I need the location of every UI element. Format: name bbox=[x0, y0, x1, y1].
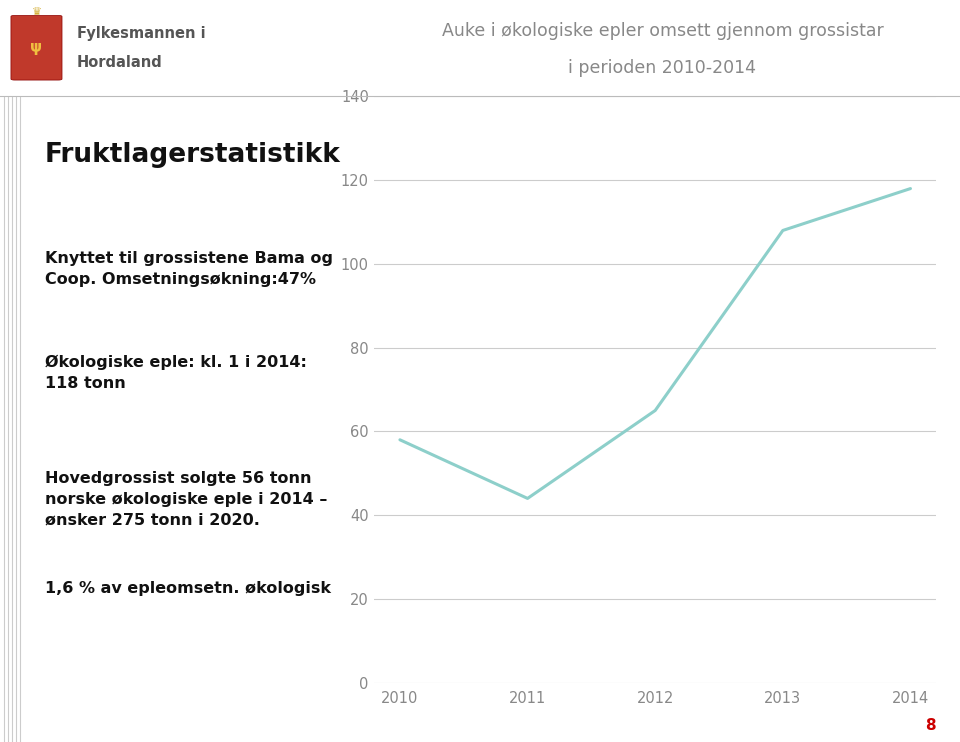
Text: Fruktlagerstatistikk: Fruktlagerstatistikk bbox=[45, 142, 341, 168]
Text: 8: 8 bbox=[925, 718, 936, 733]
Text: Hovedgrossist solgte 56 tonn
norske økologiske eple i 2014 –
ønsker 275 tonn i 2: Hovedgrossist solgte 56 tonn norske økol… bbox=[45, 471, 327, 528]
Text: Fylkesmannen i: Fylkesmannen i bbox=[77, 26, 205, 42]
Text: Auke i økologiske epler omsett gjennom grossistar: Auke i økologiske epler omsett gjennom g… bbox=[442, 22, 883, 40]
Text: Hordaland: Hordaland bbox=[77, 55, 162, 70]
Text: ♛: ♛ bbox=[32, 7, 41, 16]
Text: i perioden 2010-2014: i perioden 2010-2014 bbox=[568, 59, 756, 76]
Text: Økologiske eple: kl. 1 i 2014:
118 tonn: Økologiske eple: kl. 1 i 2014: 118 tonn bbox=[45, 355, 306, 391]
Text: Knyttet til grossistene Bama og
Coop. Omsetningsøkning:47%: Knyttet til grossistene Bama og Coop. Om… bbox=[45, 252, 333, 287]
FancyBboxPatch shape bbox=[11, 16, 62, 80]
Text: 1,6 % av epleomsetn. økologisk: 1,6 % av epleomsetn. økologisk bbox=[45, 580, 331, 596]
Text: ψ: ψ bbox=[31, 40, 42, 55]
